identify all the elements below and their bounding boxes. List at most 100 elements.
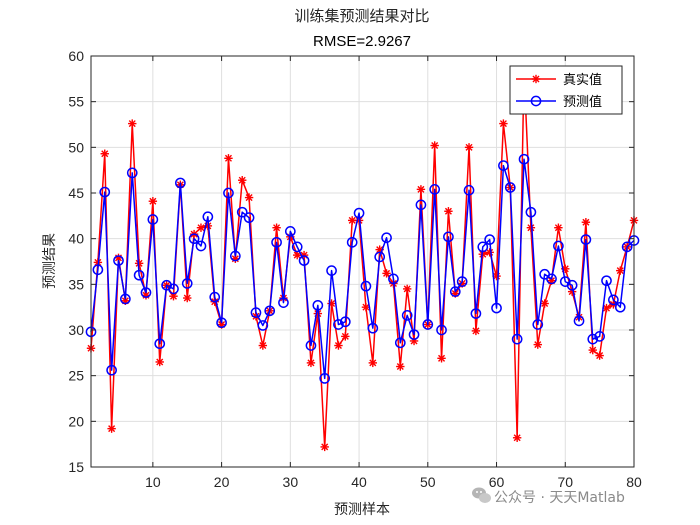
x-tick-label: 60 <box>489 474 505 490</box>
series-1-point <box>209 291 221 303</box>
y-tick-label: 20 <box>68 413 84 429</box>
series-0-point <box>148 197 158 206</box>
series-1-point <box>621 241 633 253</box>
series-0-point <box>169 292 178 301</box>
legend-label-true: 真实值 <box>563 72 602 88</box>
series-1-point <box>284 226 296 237</box>
series-0-point <box>196 223 206 232</box>
series-1-point <box>443 231 454 243</box>
series-0-point <box>334 341 343 350</box>
watermark-text: 公众号 · 天天Matlab <box>494 490 625 506</box>
x-tick-label: 70 <box>557 474 573 490</box>
y-tick-label: 40 <box>68 231 84 247</box>
series-1-point <box>147 214 159 225</box>
legend-asterisk <box>531 74 541 84</box>
series-0-point <box>554 223 563 232</box>
series-0-point <box>128 119 137 128</box>
series-0-point <box>464 143 474 152</box>
series-1-point <box>188 233 200 245</box>
series-0-point <box>238 176 247 185</box>
series-0-point <box>100 149 109 158</box>
series-0-point <box>244 193 254 202</box>
series-0-point <box>526 223 536 232</box>
series-1-point <box>491 302 502 314</box>
series-1-point <box>305 340 317 351</box>
series-1-point <box>181 278 193 289</box>
legend: 真实值 预测值 <box>509 65 623 115</box>
series-0-point <box>444 207 453 216</box>
series-0-point <box>224 154 233 163</box>
series-1-point <box>346 236 358 248</box>
series-1-point <box>408 329 420 340</box>
x-tick-label: 30 <box>283 474 299 490</box>
series-0-point <box>382 269 391 278</box>
y-tick-label: 30 <box>68 322 84 338</box>
series-1-point <box>415 199 427 211</box>
series-1-point <box>484 234 496 245</box>
series-1-point <box>195 240 207 252</box>
series-1-point <box>175 177 186 189</box>
series-1-point <box>202 211 214 223</box>
series-1-point <box>374 251 386 263</box>
y-tick-label: 15 <box>68 459 84 475</box>
series-1-point <box>339 316 351 328</box>
series-1-point <box>587 333 599 345</box>
series-1-point <box>326 265 337 276</box>
series-line-1 <box>90 158 635 380</box>
series-0-point <box>368 358 378 368</box>
series-1-point <box>580 234 592 245</box>
series-1-point <box>498 160 509 171</box>
series-0-point <box>616 266 625 275</box>
wechat-icon <box>472 487 491 503</box>
series-0-point <box>320 442 329 452</box>
series-1-point <box>298 255 310 266</box>
series-1-point <box>278 297 289 308</box>
series-1-point <box>566 279 578 291</box>
series-1-point <box>436 324 447 336</box>
series-1-point <box>291 241 303 253</box>
y-tick-label: 55 <box>68 94 84 110</box>
series-1-point <box>264 305 276 317</box>
series-1-point <box>236 206 248 218</box>
y-axis-label: 预测结果 <box>42 233 58 289</box>
series-1-point <box>113 255 124 266</box>
series-1-point <box>449 286 461 297</box>
series-1-point <box>381 232 392 244</box>
series-0-point <box>540 299 549 308</box>
series-0-point <box>595 351 604 360</box>
series-1-point <box>532 319 544 330</box>
series-1-point <box>319 373 331 384</box>
series-1-point <box>140 287 152 298</box>
legend-marker-pred <box>530 95 542 107</box>
series-1-point <box>518 153 530 165</box>
series-1-point <box>360 280 372 292</box>
series-0-point <box>602 303 611 313</box>
series-1-point <box>223 187 234 199</box>
series-0-point <box>499 119 508 128</box>
series-1-point <box>168 283 179 295</box>
series-1-point <box>546 273 557 285</box>
series-0-point <box>258 341 268 350</box>
series-1-point <box>126 167 138 179</box>
series-1-point <box>333 319 344 330</box>
series-0-point <box>581 218 591 227</box>
series-0-point <box>155 357 164 367</box>
series-1-point <box>401 310 413 321</box>
series-1-point <box>614 301 626 313</box>
series-1-point <box>470 308 482 319</box>
series-0-point <box>588 345 597 355</box>
series-0-point <box>416 185 426 194</box>
series-0-point <box>533 340 542 349</box>
series-0-point <box>272 223 281 232</box>
series-0-point <box>341 332 350 341</box>
series-1-point <box>257 320 269 331</box>
chart-subtitle: RMSE=2.9267 <box>313 33 411 50</box>
y-tick-label: 35 <box>68 276 84 292</box>
series-0-point <box>437 354 446 363</box>
series-1-point <box>456 276 468 287</box>
series-1-point <box>106 364 117 376</box>
ticks: 10 20 30 40 50 60 70 80 15 20 25 30 35 40 45 50 55 60 <box>68 48 642 490</box>
watermark: 公众号 · 天天Matlab <box>472 487 625 506</box>
series-0-point <box>471 326 481 336</box>
series-1-point <box>216 317 227 329</box>
